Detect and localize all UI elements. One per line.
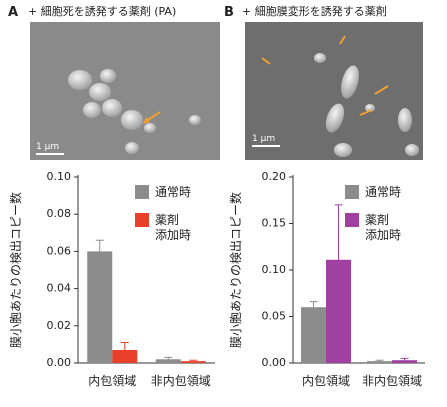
error-bar [309,301,318,314]
legend-label: 通常時 [155,185,191,199]
panel-title: + 細胞膜変形を誘発する薬剤 [242,4,387,18]
y-tick-label: 0.00 [47,356,72,369]
y-tick-label: 0.00 [262,356,287,369]
y-tick-label: 0.06 [47,244,72,257]
y-tick-label: 0.10 [47,170,72,183]
x-tick-label: 内包領域 [88,373,136,388]
y-tick-label: 0.15 [262,217,287,230]
y-tick-label: 0.05 [262,310,287,323]
panel-title: + 細胞死を誘発する薬剤 (PA) [28,4,176,18]
scale-bar-label: 1 µm [36,142,59,152]
x-tick-label: 非内包領域 [362,373,422,388]
error-bar [375,359,384,363]
legend-swatch [345,213,359,227]
legend-label: 薬剤添加時 [365,212,401,242]
error-bar [120,342,129,358]
legend-swatch [345,185,359,199]
sem-image [30,22,220,160]
y-tick-label: 0.04 [47,282,72,295]
y-tick-label: 0.08 [47,207,72,220]
x-tick-label: 非内包領域 [151,373,211,388]
sem-texture [36,69,201,155]
y-tick-label: 0.20 [262,170,287,183]
y-axis-label: 膜小胞あたりの検出コピー数 [228,192,243,348]
scale-bar-label: 1 µm [252,134,275,144]
y-tick-label: 0.10 [262,263,287,276]
sem-texture [252,35,419,157]
legend-label: 通常時 [365,185,401,199]
legend-swatch [135,213,149,227]
legend-label: 薬剤添加時 [155,212,191,242]
panel-label: B [224,5,234,20]
legend-swatch [135,185,149,199]
y-tick-label: 0.02 [47,319,72,332]
error-bar [164,356,173,362]
sem-image [245,22,423,160]
error-bar [95,239,104,264]
error-bar [334,204,343,316]
x-tick-label: 内包領域 [302,373,350,388]
y-axis-label: 膜小胞あたりの検出コピー数 [8,192,23,348]
bar [87,251,113,363]
panel-label: A [8,5,18,20]
error-bar [189,359,198,363]
error-bar [400,357,409,363]
bar [301,307,326,363]
